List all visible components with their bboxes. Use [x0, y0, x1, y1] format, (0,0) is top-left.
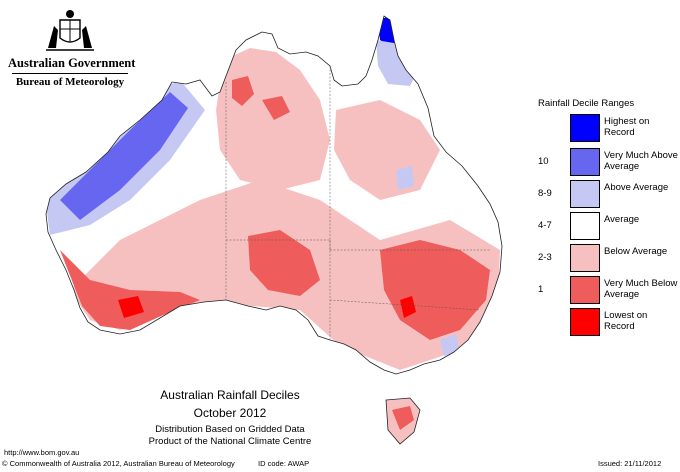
legend-swatch — [570, 212, 600, 240]
legend-label: Highest on Record — [604, 116, 650, 138]
branding-divider — [12, 73, 128, 74]
map-period: October 2012 — [193, 406, 267, 420]
coat-of-arms-icon — [46, 10, 94, 51]
region-very-much-below-nt2 — [262, 96, 290, 120]
government-branding: Australian Government Bureau of Meteorol… — [8, 8, 136, 88]
region-very-much-above-west — [60, 92, 188, 220]
legend-code: 10 — [538, 156, 549, 167]
footer-copyright: © Commonwealth of Australia 2012, Austra… — [2, 459, 235, 468]
legend-label: Lowest on Record — [604, 310, 648, 332]
map-title: Australian Rainfall Deciles — [160, 388, 300, 402]
legend-item: Lowest on Record — [538, 308, 678, 336]
legend-label: Very Much Below Average — [604, 278, 678, 300]
legend-code: 4-7 — [538, 220, 552, 231]
region-lowest-on-record-se — [400, 296, 416, 318]
legend-swatch — [570, 308, 600, 336]
legend-code: 1 — [538, 284, 544, 295]
legend-item: Highest on Record — [538, 114, 678, 142]
region-very-much-below-nt — [232, 76, 254, 106]
state-borders — [225, 66, 490, 340]
tasmania — [385, 397, 421, 445]
legend-code: 8-9 — [538, 188, 552, 199]
map-method: Distribution Based on Gridded Data — [155, 424, 305, 435]
region-very-much-below-centre — [248, 230, 320, 296]
legend-title: Rainfall Decile Ranges — [538, 98, 635, 109]
legend-swatch — [570, 148, 600, 176]
region-above-average-cape — [376, 40, 420, 86]
legend-label: Above Average — [604, 182, 669, 193]
region-above-average-qld — [396, 166, 414, 190]
legend-item: 8-9 Above Average — [538, 180, 678, 208]
bureau-title: Bureau of Meteorology — [15, 76, 125, 88]
legend-swatch — [570, 114, 600, 142]
legend-item: 4-7 Average — [538, 212, 678, 240]
region-highest-on-record-cape — [378, 16, 398, 46]
legend-item: 10 Very Much Above Average — [538, 148, 678, 176]
region-below-average-qld — [334, 100, 440, 200]
region-very-much-below-sw — [60, 250, 200, 330]
footer-issued: Issued: 21/11/2012 — [598, 459, 662, 468]
legend-swatch — [570, 276, 600, 304]
footer-id-code: ID code: AWAP — [258, 459, 310, 468]
legend-item: 1 Very Much Below Average — [538, 276, 678, 304]
region-lowest-on-record-sw — [118, 296, 144, 318]
region-above-average-se — [440, 334, 460, 356]
legend-label: Average — [604, 214, 640, 225]
footer-url: http://www.bom.gov.au — [4, 448, 80, 457]
map-product: Product of the National Climate Centre — [148, 436, 312, 447]
government-title: Australian Government — [8, 56, 136, 70]
legend-item: 2-3 Below Average — [538, 244, 678, 272]
legend-swatch — [570, 180, 600, 208]
legend-label: Below Average — [604, 246, 668, 257]
legend-label: Very Much Above Average — [604, 150, 678, 172]
legend-code: 2-3 — [538, 252, 552, 263]
legend-swatch — [570, 244, 600, 272]
